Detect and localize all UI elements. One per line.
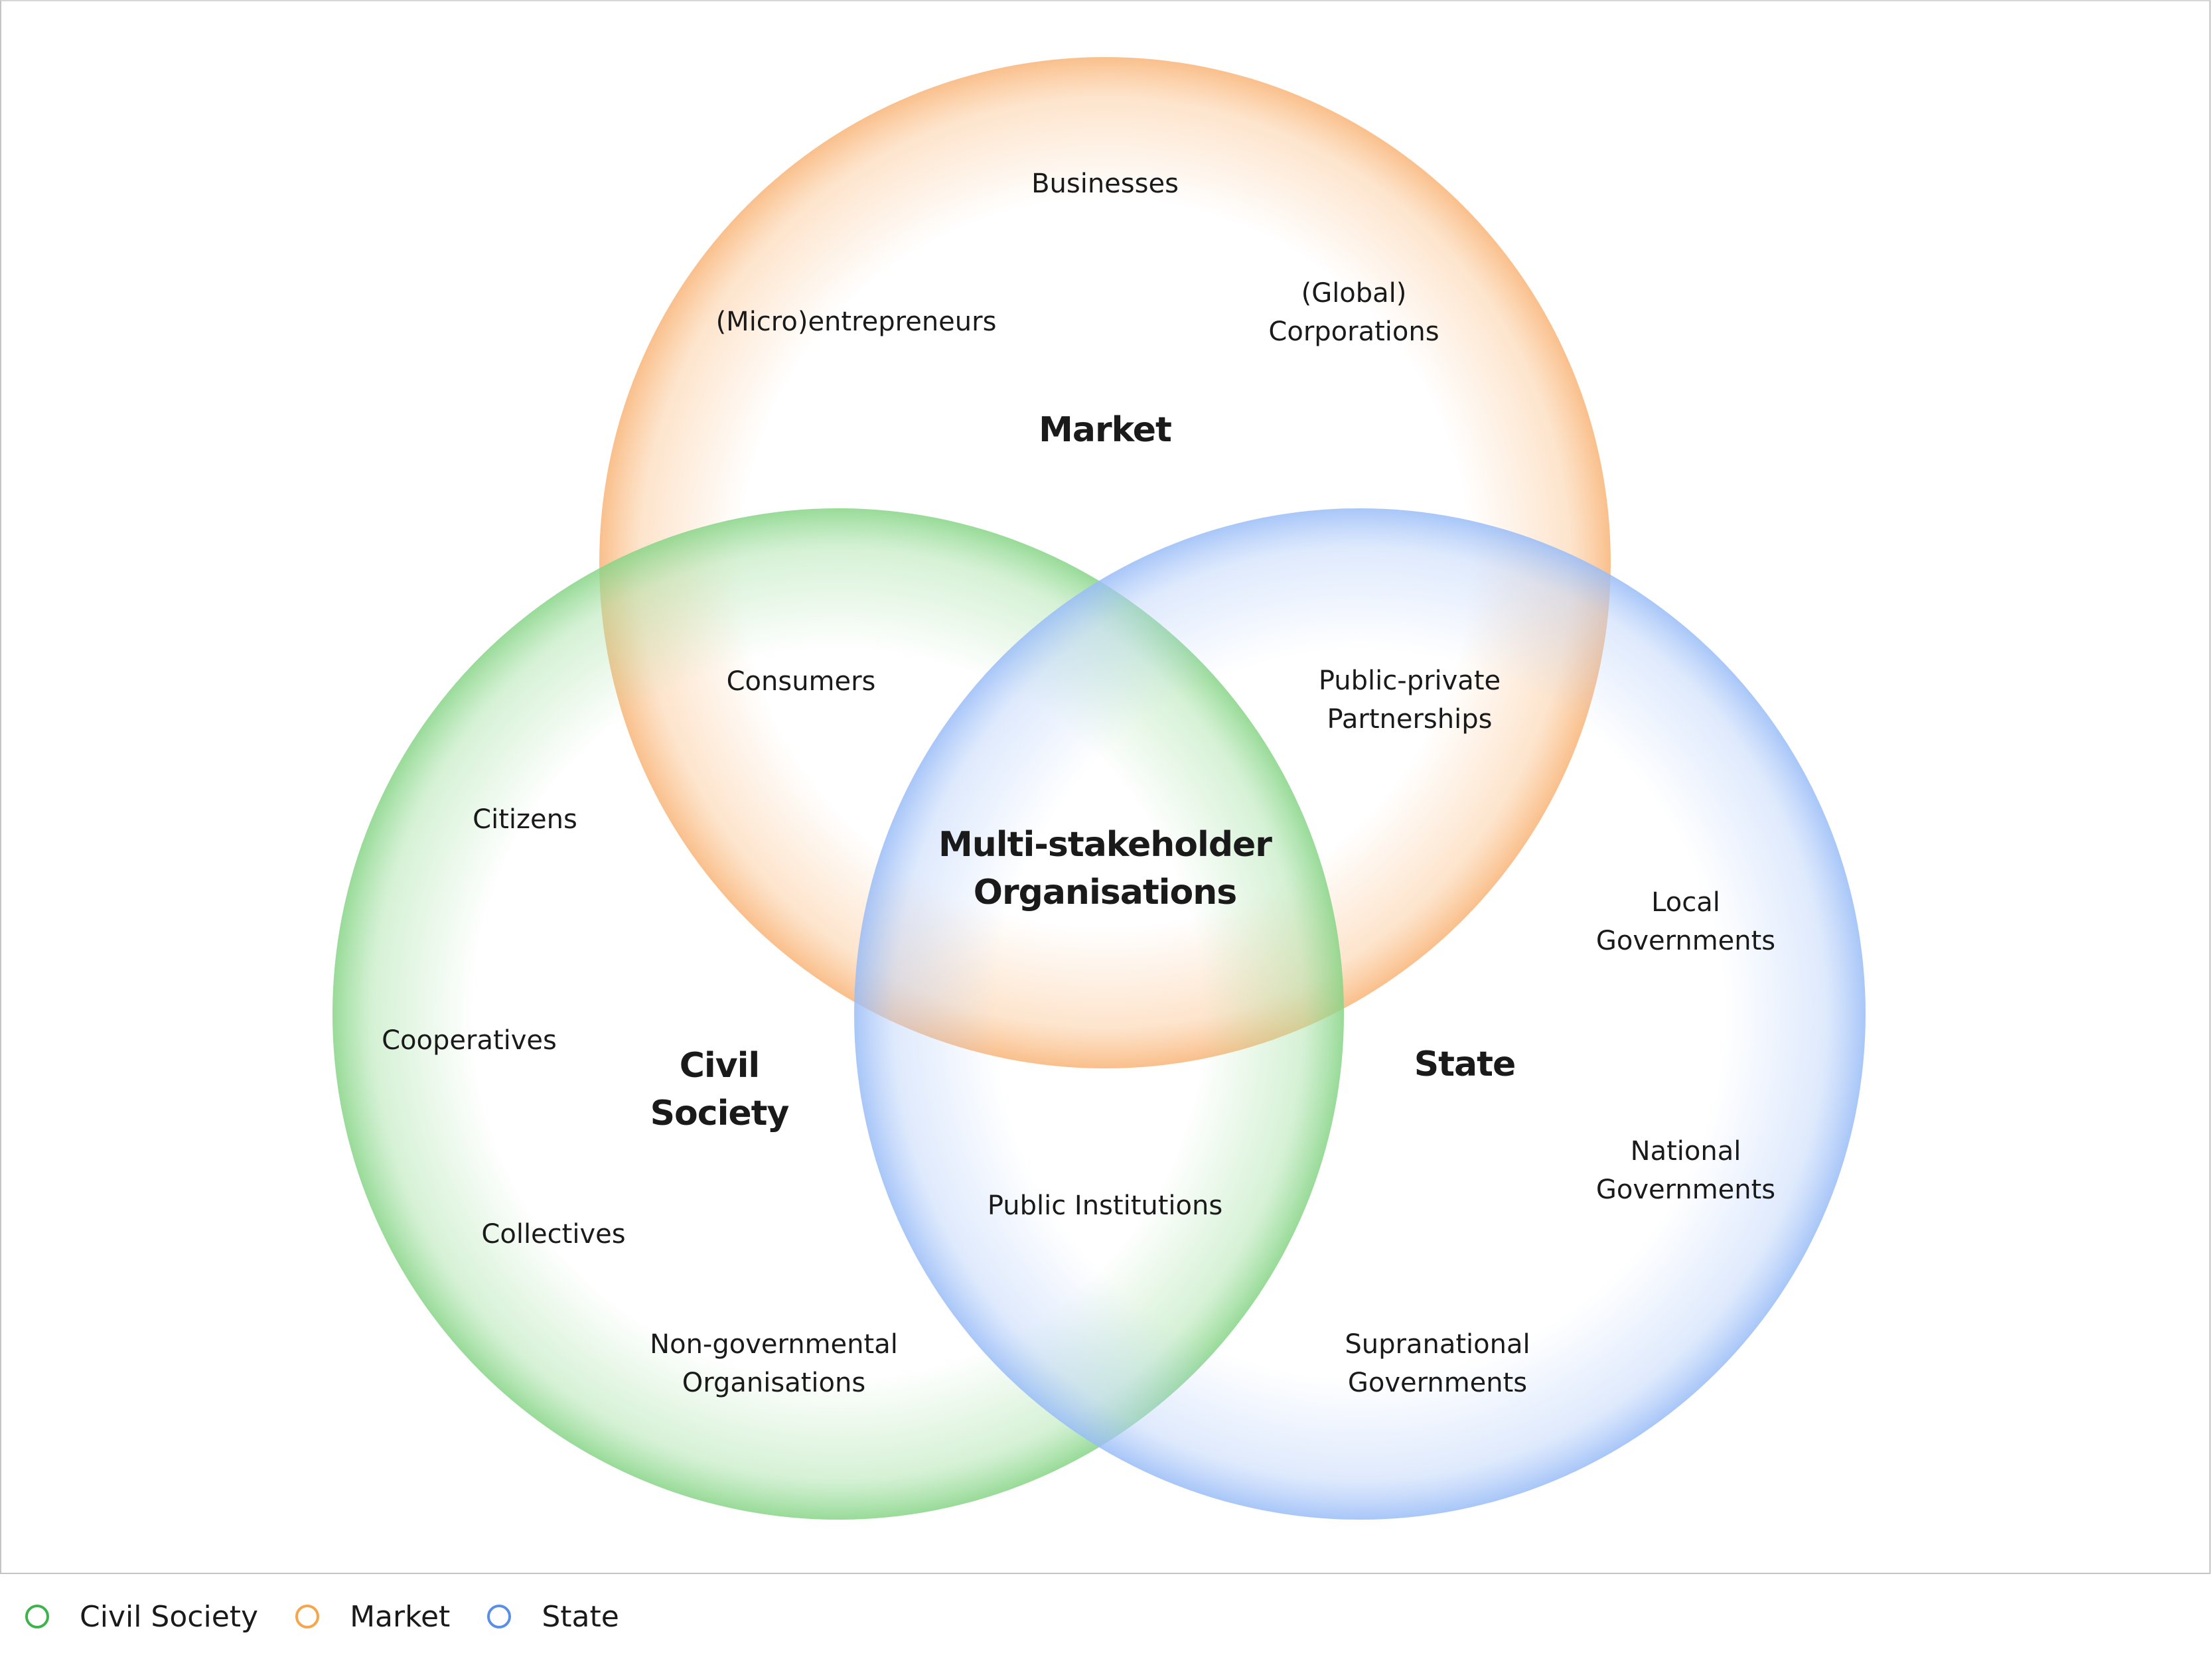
label-local-governments: Local Governments xyxy=(1595,887,1776,956)
legend-label: State xyxy=(542,1599,619,1634)
set-title-state: State xyxy=(1414,1045,1516,1084)
venn-diagram xyxy=(332,57,1866,1520)
set-title-market: Market xyxy=(1039,410,1172,450)
label-collectives: Collectives xyxy=(481,1219,626,1250)
legend-ring-icon xyxy=(487,1605,512,1628)
legend: Civil Society Market State xyxy=(25,1593,656,1640)
label-microentrepreneurs: (Micro)entrepreneurs xyxy=(715,307,997,337)
label-non-governmental-organisations: Non-governmental Organisations xyxy=(650,1329,898,1398)
label-supranational-governments: Supranational Governments xyxy=(1345,1329,1530,1398)
label-global-corporations: (Global) Corporations xyxy=(1268,278,1439,347)
legend-item-civil-society[interactable]: Civil Society xyxy=(25,1600,258,1634)
label-public-institutions: Public Institutions xyxy=(987,1190,1223,1221)
label-multi-stakeholder-organisations: Multi-stakeholder Organisations xyxy=(938,825,1272,912)
state-circle xyxy=(854,508,1866,1520)
legend-item-market[interactable]: Market xyxy=(295,1600,450,1634)
label-cooperatives: Cooperatives xyxy=(382,1025,557,1056)
label-consumers: Consumers xyxy=(726,666,876,697)
label-businesses: Businesses xyxy=(1031,169,1179,199)
legend-item-state[interactable]: State xyxy=(487,1600,619,1634)
label-public-private-partnerships: Public-private Partnerships xyxy=(1318,666,1501,735)
label-citizens: Citizens xyxy=(473,804,577,835)
legend-ring-icon xyxy=(25,1605,49,1628)
label-national-governments: National Governments xyxy=(1595,1136,1776,1205)
legend-ring-icon xyxy=(295,1605,320,1628)
set-title-civil-society: Civil Society xyxy=(650,1046,790,1133)
legend-label: Market xyxy=(350,1599,451,1634)
legend-label: Civil Society xyxy=(80,1599,259,1634)
